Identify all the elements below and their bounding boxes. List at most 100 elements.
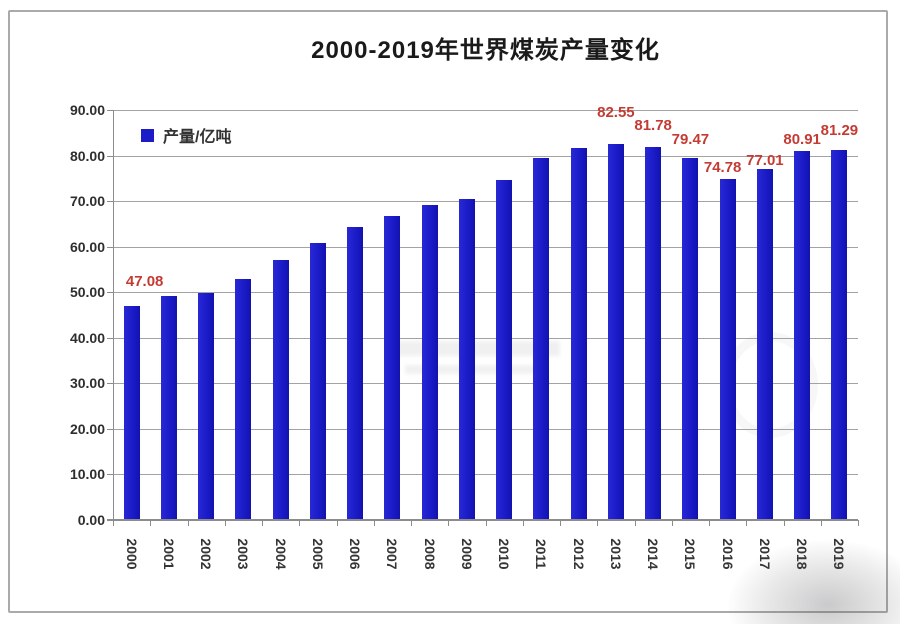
- bar: [645, 147, 662, 520]
- x-axis-category-label: 2015: [682, 538, 699, 570]
- y-axis-tick: [107, 110, 113, 111]
- x-axis-category-label: 2009: [458, 538, 475, 570]
- gridline: [113, 474, 858, 476]
- gridline: [113, 201, 858, 203]
- x-axis-category-label: 2013: [607, 538, 624, 570]
- bar: [831, 149, 848, 520]
- bar: [235, 278, 252, 520]
- x-axis-category-label: 2006: [347, 538, 364, 570]
- x-axis-category-label: 2014: [645, 538, 662, 570]
- y-axis-tick: [107, 383, 113, 385]
- x-axis-category-label: 2010: [496, 538, 513, 570]
- y-axis-tick-label: 0.00: [77, 512, 105, 528]
- x-axis-category-label: 2017: [756, 538, 773, 570]
- x-axis-tick: [448, 520, 450, 526]
- x-axis-line: [107, 519, 858, 521]
- x-axis-tick: [820, 520, 822, 526]
- x-axis-category-label: 2000: [123, 538, 140, 570]
- bar: [347, 227, 364, 520]
- x-axis-category-label: 2001: [160, 538, 177, 570]
- y-axis-tick: [107, 337, 113, 339]
- y-axis-tick-label: 70.00: [69, 193, 105, 210]
- gridline: [113, 292, 858, 294]
- x-axis-tick: [783, 520, 785, 526]
- bar: [794, 151, 811, 520]
- x-axis-tick: [858, 520, 859, 526]
- y-axis-tick-label: 80.00: [69, 147, 105, 164]
- x-axis-tick: [597, 520, 599, 526]
- bar-value-label: 81.78: [634, 117, 672, 135]
- x-axis-category-label: 2019: [831, 538, 848, 570]
- x-axis-tick: [113, 520, 114, 526]
- x-axis-category-label: 2003: [235, 538, 252, 570]
- bar: [272, 260, 289, 520]
- x-axis-tick: [373, 520, 375, 526]
- x-axis-tick: [671, 520, 673, 526]
- y-axis-tick: [107, 292, 113, 294]
- y-axis-tick-label: 20.00: [69, 420, 105, 437]
- y-axis-tick: [107, 474, 113, 476]
- x-axis-category-label: 2016: [719, 538, 736, 570]
- y-axis-line: [113, 110, 114, 520]
- x-axis-tick: [411, 520, 412, 526]
- y-axis-tick-label: 10.00: [69, 466, 105, 483]
- legend-label: 产量/亿吨: [163, 129, 232, 146]
- bar-value-label: 47.08: [125, 272, 164, 290]
- bar: [719, 179, 736, 520]
- y-axis-tick-label: 50.00: [69, 284, 105, 301]
- bar: [756, 169, 773, 520]
- x-axis-tick: [746, 520, 748, 526]
- bar-value-label: 82.55: [597, 103, 635, 121]
- bar: [458, 198, 475, 520]
- gridline: [113, 155, 858, 157]
- bar-value-label: 79.47: [671, 130, 710, 148]
- gridline: [113, 246, 858, 248]
- x-axis-category-label: 2002: [198, 538, 215, 570]
- bar: [309, 242, 326, 520]
- watermark-text-smudge: [405, 365, 545, 374]
- gridline: [113, 110, 858, 111]
- x-axis-tick: [709, 520, 710, 526]
- y-axis-tick: [107, 201, 113, 203]
- x-axis-category-label: 2018: [794, 538, 811, 570]
- x-axis-tick: [187, 520, 189, 526]
- y-axis-tick-label: 60.00: [69, 238, 105, 255]
- legend: 产量/亿吨: [141, 123, 231, 147]
- x-axis-category-label: 2008: [421, 538, 438, 570]
- y-axis-tick-label: 90.00: [69, 102, 105, 118]
- y-axis-tick: [107, 246, 113, 248]
- x-axis-category-label: 2004: [272, 538, 289, 570]
- gridline: [113, 337, 858, 339]
- y-axis-tick: [107, 428, 113, 430]
- bar: [160, 296, 177, 520]
- bar-value-label: 77.01: [746, 152, 784, 170]
- x-axis-tick: [336, 520, 338, 526]
- legend-swatch-icon: [141, 128, 154, 142]
- bar: [198, 293, 215, 520]
- bar: [421, 204, 438, 520]
- bar: [682, 157, 699, 520]
- bar: [570, 147, 587, 520]
- y-axis-tick: [107, 155, 113, 157]
- bar: [533, 158, 550, 520]
- bar-value-label: 80.91: [783, 131, 821, 149]
- x-axis-tick: [522, 520, 524, 526]
- bar: [123, 305, 140, 520]
- x-axis-tick: [299, 520, 301, 526]
- bar: [384, 216, 401, 520]
- gridline: [113, 428, 858, 430]
- x-axis-tick: [560, 520, 561, 526]
- x-axis-tick: [634, 520, 636, 526]
- x-axis-category-label: 2012: [570, 538, 587, 570]
- bar: [496, 179, 513, 520]
- y-axis-tick-label: 40.00: [69, 329, 105, 346]
- gridline: [113, 383, 858, 385]
- x-axis-tick: [262, 520, 263, 526]
- bar: [607, 143, 624, 520]
- x-axis-category-label: 2011: [533, 538, 550, 570]
- bar-value-label: 74.78: [703, 159, 742, 177]
- chart-title: 2000-2019年世界煤炭产量变化: [311, 37, 660, 64]
- x-axis-tick: [224, 520, 226, 526]
- x-axis-tick: [150, 520, 152, 526]
